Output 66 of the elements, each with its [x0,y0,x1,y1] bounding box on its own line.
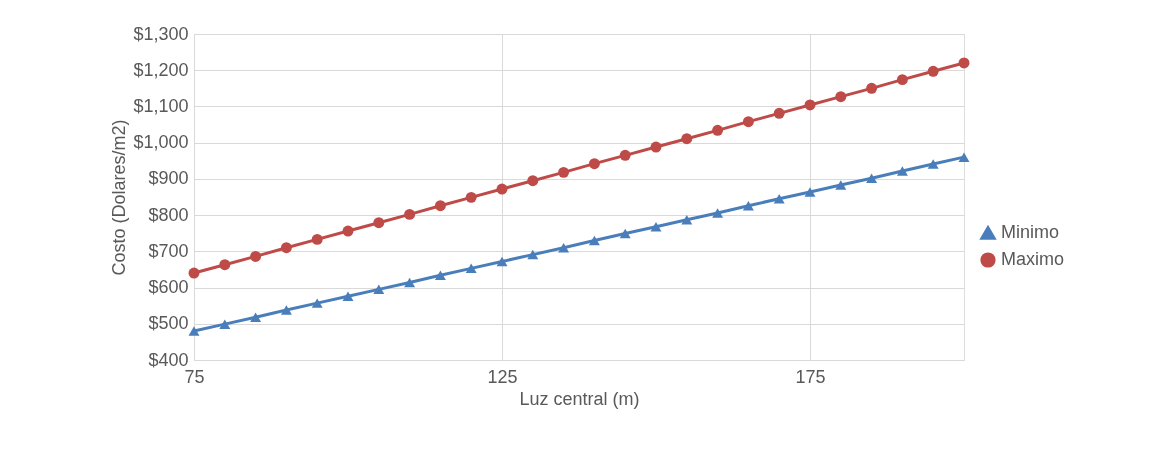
point [681,133,693,145]
point [712,208,724,218]
point [404,208,416,220]
point [311,233,323,245]
point [250,250,262,262]
y-tick-label: $1,300 [133,23,189,44]
point [219,259,231,271]
point [866,82,878,94]
point [835,180,847,190]
point [465,191,477,203]
point [588,158,600,170]
y-tick-label: $500 [148,313,189,334]
point [311,298,323,308]
point [742,200,754,211]
point [527,249,539,260]
point [712,124,724,136]
y-tick-label: $900 [148,168,189,189]
point [958,57,970,69]
point [619,149,631,161]
point [188,267,200,279]
y-tick-label: $1,100 [133,95,189,116]
point [927,65,939,77]
legend-label: Minimo [1001,222,1060,242]
point [280,305,292,315]
y-tick-label: $800 [148,204,189,225]
point [835,91,847,103]
y-tick-label: $600 [148,277,189,298]
point [650,141,662,153]
y-tick-label: $700 [148,240,189,261]
point [742,116,754,128]
point [558,166,570,178]
point [219,319,231,329]
point [896,74,908,86]
point [434,200,446,212]
point [958,152,970,162]
y-tick-label: $1,000 [133,132,189,153]
point [373,217,385,229]
point [527,175,539,187]
legend-label: Maximo [1001,249,1065,269]
point [804,187,816,197]
point [250,312,262,322]
y-axis-title: Costo (Dolares/m2) [109,119,130,276]
point [866,173,878,183]
point [619,228,631,239]
x-axis-title: Luz central (m) [519,388,640,409]
point [558,242,570,253]
point [404,277,416,288]
point [588,235,600,246]
point [773,107,785,119]
point [342,225,354,237]
point [342,291,354,301]
y-tick-label: $1,200 [133,59,189,80]
point [496,183,508,195]
point [681,215,693,225]
x-tick-label: 175 [795,366,826,387]
point [496,256,508,267]
point [773,194,785,204]
point [465,263,477,274]
x-tick-label: 125 [487,366,518,387]
point [927,159,939,169]
point [280,242,292,254]
point [434,270,446,280]
point [896,166,908,176]
point [373,284,385,295]
point [188,326,200,336]
point [804,99,816,111]
